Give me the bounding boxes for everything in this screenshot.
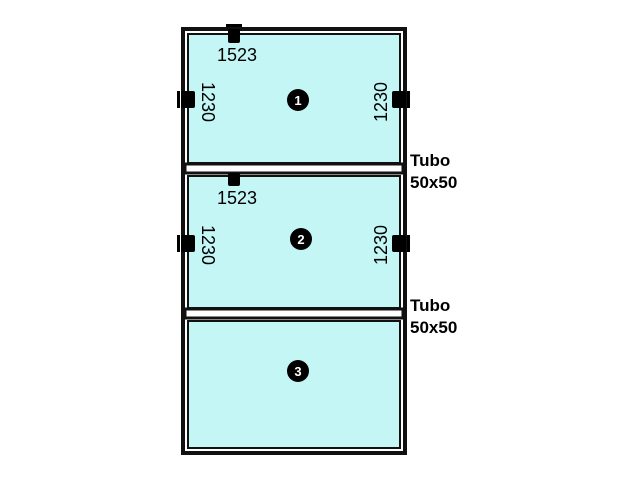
tube-label-2-name: Tubo — [410, 296, 451, 315]
panel-2-width-label: 1523 — [217, 188, 257, 208]
panel-1-number-badge: 1 — [287, 89, 309, 111]
tube-label-1: Tubo 50x50 — [410, 150, 457, 194]
tube-label-2: Tubo 50x50 — [410, 295, 457, 339]
panel-3-glass — [187, 320, 401, 449]
panel-3-number: 3 — [294, 364, 301, 379]
panel-3-number-badge: 3 — [287, 360, 309, 382]
top-marker-1 — [226, 24, 242, 43]
panel-1-right-height-label: 1230 — [371, 82, 391, 122]
panel-2-number-badge: 2 — [290, 228, 312, 250]
right-marker-2 — [392, 235, 410, 252]
panel-2-number: 2 — [297, 232, 304, 247]
tube-label-2-size: 50x50 — [410, 318, 458, 337]
left-marker-2 — [177, 235, 195, 252]
tube-label-1-size: 50x50 — [410, 173, 458, 192]
panel-2-right-height-label: 1230 — [371, 225, 391, 265]
tube-label-1-name: Tubo — [410, 151, 451, 170]
right-marker-1 — [392, 91, 410, 108]
panel-2-left-height-label: 1230 — [198, 225, 218, 265]
divider-tube-1 — [183, 162, 405, 175]
divider-tube-2 — [183, 307, 405, 320]
left-marker-1 — [177, 91, 195, 108]
panel-1-left-height-label: 1230 — [198, 82, 218, 122]
panel-1-number: 1 — [294, 93, 301, 108]
panel-1-width-label: 1523 — [217, 45, 257, 65]
top-marker-2 — [228, 173, 240, 186]
